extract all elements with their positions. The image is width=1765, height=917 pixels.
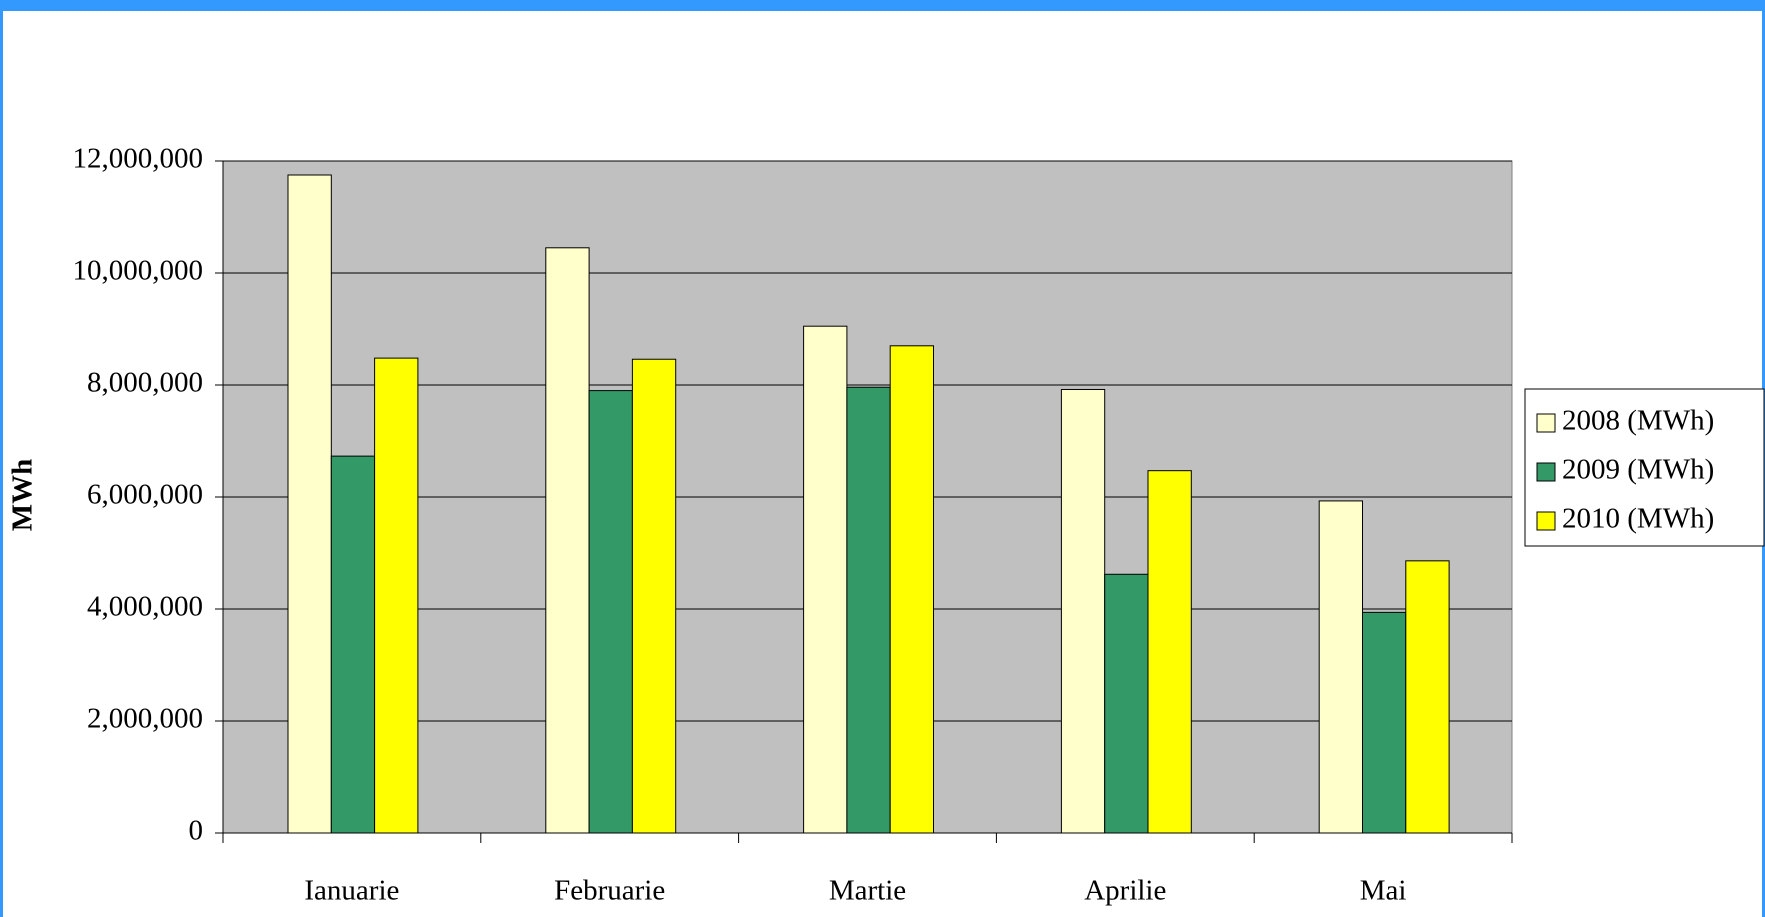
y-tick-label: 10,000,000 — [73, 255, 204, 287]
legend-label: 2010 (MWh) — [1562, 503, 1714, 535]
bar — [1147, 470, 1192, 834]
y-tick-label: 8,000,000 — [87, 367, 203, 399]
bar — [330, 455, 376, 834]
legend-label: 2008 (MWh) — [1562, 405, 1714, 437]
bar — [287, 174, 332, 834]
y-tick-label: 0 — [189, 815, 204, 847]
bar — [1405, 560, 1450, 834]
bar — [1104, 573, 1149, 834]
x-tick-label: Februarie — [554, 875, 665, 907]
legend — [1524, 388, 1765, 547]
bar — [545, 247, 590, 834]
legend-swatch — [1536, 413, 1556, 433]
x-tick-label: Mai — [1360, 875, 1407, 907]
bar — [374, 357, 419, 834]
bar — [889, 345, 935, 834]
legend-swatch — [1536, 511, 1556, 531]
top-bar — [0, 0, 1765, 11]
bar — [803, 325, 848, 834]
bar — [1060, 388, 1106, 834]
x-tick-label: Martie — [829, 875, 906, 907]
bar — [631, 358, 677, 834]
x-tick-label: Ianuarie — [304, 875, 399, 907]
y-tick-label: 2,000,000 — [87, 703, 203, 735]
bar — [1318, 500, 1363, 834]
legend-label: 2009 (MWh) — [1562, 454, 1714, 486]
y-tick-label: 4,000,000 — [87, 591, 203, 623]
legend-swatch — [1536, 462, 1556, 482]
bar — [846, 386, 891, 834]
y-axis-label: MWh — [7, 459, 39, 532]
y-tick-label: 12,000,000 — [73, 143, 204, 175]
y-tick-label: 6,000,000 — [87, 479, 203, 511]
bar — [588, 390, 633, 834]
left-border — [0, 0, 3, 917]
bar — [1362, 611, 1407, 834]
x-tick-label: Aprilie — [1084, 875, 1166, 907]
